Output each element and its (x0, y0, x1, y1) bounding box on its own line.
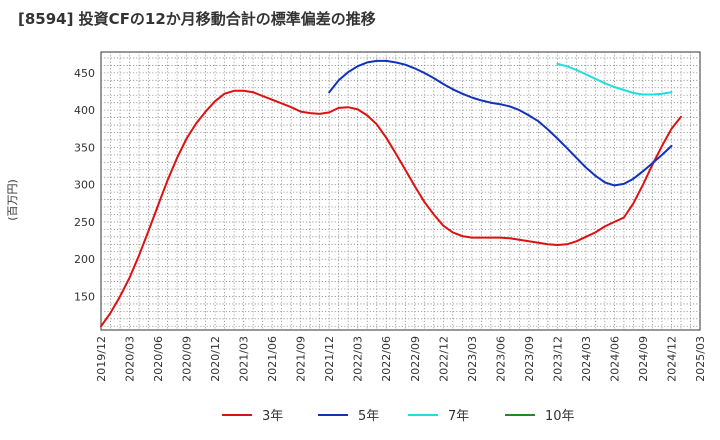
x-tick-label: 2024/03 (580, 336, 593, 382)
x-tick-label: 2021/09 (295, 336, 308, 382)
x-tick-label: 2019/12 (95, 336, 108, 382)
y-tick-label: 300 (74, 179, 95, 192)
x-tick-label: 2023/06 (494, 336, 507, 382)
series-line-1 (100, 89, 682, 328)
x-tick-label: 2023/12 (551, 336, 564, 382)
x-tick-label: 2025/03 (694, 336, 707, 382)
x-tick-label: 2022/09 (409, 336, 422, 382)
x-tick-label: 2024/06 (608, 336, 621, 382)
x-tick-label: 2022/06 (380, 336, 393, 382)
y-tick-label: 250 (74, 216, 95, 229)
y-tick-label: 150 (74, 290, 95, 303)
legend-label-3: 7年 (448, 409, 469, 424)
x-tick-label: 2020/03 (124, 336, 137, 382)
x-tick-label: 2021/03 (238, 336, 251, 382)
axes: 150 200 250 300 350 400 450 (百万円) 2019/12 2020/03… (6, 67, 707, 382)
x-tick-label: 2023/03 (466, 336, 479, 382)
series-line-3 (556, 62, 673, 96)
plot-area (100, 51, 701, 331)
legend-label-4: 10年 (545, 409, 575, 424)
legend: 3年 5年 7年 10年 (222, 409, 575, 424)
x-tick-label: 2024/12 (665, 336, 678, 382)
legend-label-1: 3年 (262, 409, 283, 424)
x-tick-label: 2024/09 (637, 336, 650, 382)
series-layer (100, 59, 682, 328)
y-tick-label: 350 (74, 141, 95, 154)
x-tick-label: 2023/09 (523, 336, 536, 382)
grid (100, 51, 701, 331)
x-tick-label: 2022/12 (437, 336, 450, 382)
y-tick-label: 400 (74, 104, 95, 117)
x-tick-label: 2020/12 (209, 336, 222, 382)
x-tick-label: 2022/03 (352, 336, 365, 382)
series-line-2 (328, 59, 673, 187)
y-axis-label: (百万円) (6, 179, 19, 221)
chart-title: [8594] 投資CFの12か月移動合計の標準偏差の推移 (18, 10, 376, 28)
x-tick-label: 2021/12 (323, 336, 336, 382)
x-tick-label: 2021/06 (266, 336, 279, 382)
x-tick-label: 2020/06 (152, 336, 165, 382)
y-tick-label: 200 (74, 253, 95, 266)
y-tick-label: 450 (74, 67, 95, 80)
legend-label-2: 5年 (358, 409, 379, 424)
x-tick-label: 2020/09 (181, 336, 194, 382)
